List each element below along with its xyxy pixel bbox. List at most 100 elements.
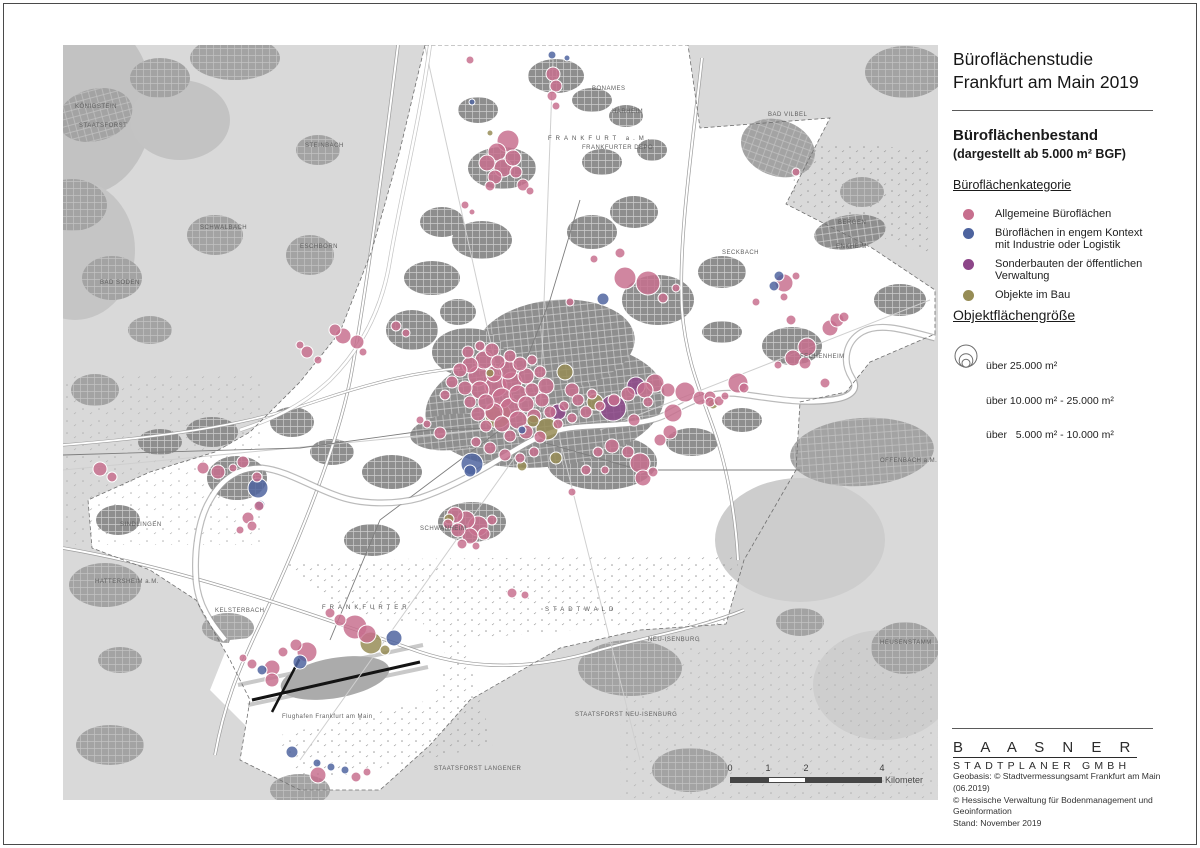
office-point-a (470, 436, 482, 448)
office-point-a (567, 487, 577, 497)
office-point-a (295, 340, 305, 350)
office-point-a (251, 471, 263, 483)
place-label: ENKHEIM (836, 244, 867, 250)
company-logo: B A A S N E R STADTPLANER GMBH (953, 739, 1138, 772)
office-point-a (514, 452, 526, 464)
attribution: Geobasis: © Stadtvermessungsamt Frankfur… (953, 771, 1163, 830)
place-label: STAATSFORST (79, 123, 127, 129)
place-label: STAATSFORST NEU-ISENBURG (575, 712, 677, 718)
office-point-b (485, 368, 495, 378)
size-label-3: über 5.000 m² - 10.000 m² (986, 429, 1114, 441)
size-legend: über 25.000 m² über 10.000 m² - 25.000 m… (953, 336, 1114, 465)
attribution-line3: Stand: November 2019 (953, 818, 1042, 829)
legend-item-label: Büroflächen in engem Kontext mit Industr… (995, 227, 1143, 251)
office-point-a (534, 392, 550, 408)
office-point-a (333, 613, 347, 627)
office-point-a (328, 323, 342, 337)
office-point-a (483, 441, 497, 455)
legend-sidebar: Büroflächenstudie Frankfurt am Main 2019… (952, 45, 1160, 828)
map-canvas: KÖNIGSTEIN STAATSFORST BAD SODEN SCHWALBACH… (63, 45, 938, 800)
office-point-a (613, 266, 637, 290)
office-point-a (592, 446, 604, 458)
place-label: SECKBACH (722, 250, 759, 256)
place-label: SINDLINGEN (120, 522, 162, 528)
office-point-a (533, 365, 547, 379)
attribution-line2: © Hessische Verwaltung für Bodenmanageme… (953, 794, 1153, 817)
category-dot-icon (963, 259, 974, 270)
office-point-a (357, 624, 377, 644)
office-point-a (791, 271, 801, 281)
office-point-a (526, 354, 538, 366)
office-point-a (838, 311, 850, 323)
place-label: HARHEIM (612, 109, 643, 115)
office-point-a (484, 342, 500, 358)
office-point-a (545, 66, 561, 82)
office-point-a (537, 377, 555, 395)
town-areas-outside (63, 45, 938, 800)
office-point-b (556, 363, 574, 381)
place-label: HEUSENSTAMM (880, 640, 932, 646)
place-label: SCHWALBACH (200, 225, 247, 231)
office-point-a (490, 354, 506, 370)
office-point-a (798, 356, 812, 370)
map-title-line1: Büroflächenstudie (953, 49, 1094, 69)
office-point-i (768, 280, 780, 292)
place-label: BONAMES (592, 86, 626, 92)
scale-segment (806, 777, 882, 783)
office-point-a (819, 377, 831, 389)
place-label: STEINBACH (305, 143, 344, 149)
legend-item-label: Allgemeine Büroflächen (995, 208, 1112, 220)
place-label: ESCHBORN (300, 244, 338, 250)
office-point-i (563, 54, 571, 62)
attribution-line1: Geobasis: © Stadtvermessungsamt Frankfur… (953, 771, 1161, 793)
office-point-a (551, 101, 561, 111)
office-point-a (504, 149, 522, 167)
office-point-a (565, 297, 575, 307)
legend-item-industrie: Büroflächen in engem Kontext mit Industr… (952, 227, 1154, 251)
office-point-a (607, 393, 621, 407)
office-point-a (674, 381, 696, 403)
place-label: STAATSFORST LANGENER (434, 766, 522, 772)
place-label: FRANKFURT a.M. (548, 136, 653, 142)
office-point-a (571, 393, 585, 407)
office-point-a (415, 415, 425, 425)
office-point-a (627, 413, 641, 427)
office-point-a (493, 415, 511, 433)
office-point-a (604, 438, 620, 454)
office-point-a (785, 314, 797, 326)
office-point-a (362, 767, 372, 777)
office-point-a (580, 464, 592, 476)
office-point-a (558, 400, 570, 412)
size-legend-labels: über 25.000 m² über 10.000 m² - 25.000 m… (986, 338, 1114, 465)
office-point-i (285, 745, 299, 759)
legend-item-label: Objekte im Bau (995, 289, 1071, 301)
office-point-a (528, 446, 540, 458)
office-point-a (549, 79, 563, 93)
scale-segment (730, 777, 768, 783)
office-point-a (660, 382, 676, 398)
office-point-a (621, 445, 635, 459)
office-point-a (277, 646, 289, 658)
office-point-a (484, 180, 496, 192)
office-point-b (486, 129, 494, 137)
office-point-a (471, 541, 481, 551)
legend-item-allgemein: Allgemeine Büroflächen (952, 208, 1154, 220)
office-point-i (596, 292, 610, 306)
office-point-a (635, 270, 661, 296)
office-point-a (586, 388, 598, 400)
office-point-a (457, 380, 473, 396)
office-point-a (92, 461, 108, 477)
office-point-a (445, 375, 459, 389)
office-point-a (543, 405, 557, 419)
section-heading-bestand: Büroflächenbestand (953, 127, 1099, 144)
office-point-a (456, 538, 468, 550)
scale-tick: 0 (727, 763, 733, 773)
scale-bar: 0 1 2 4 Kilometer (723, 763, 938, 795)
office-point-a (238, 653, 248, 663)
office-point-a (324, 607, 336, 619)
place-labels: KÖNIGSTEIN STAATSFORST BAD SODEN SCHWALBACH… (75, 86, 937, 772)
office-point-a (390, 320, 402, 332)
office-point-a (470, 406, 486, 422)
office-point-a (524, 382, 540, 398)
office-point-a (309, 766, 327, 784)
